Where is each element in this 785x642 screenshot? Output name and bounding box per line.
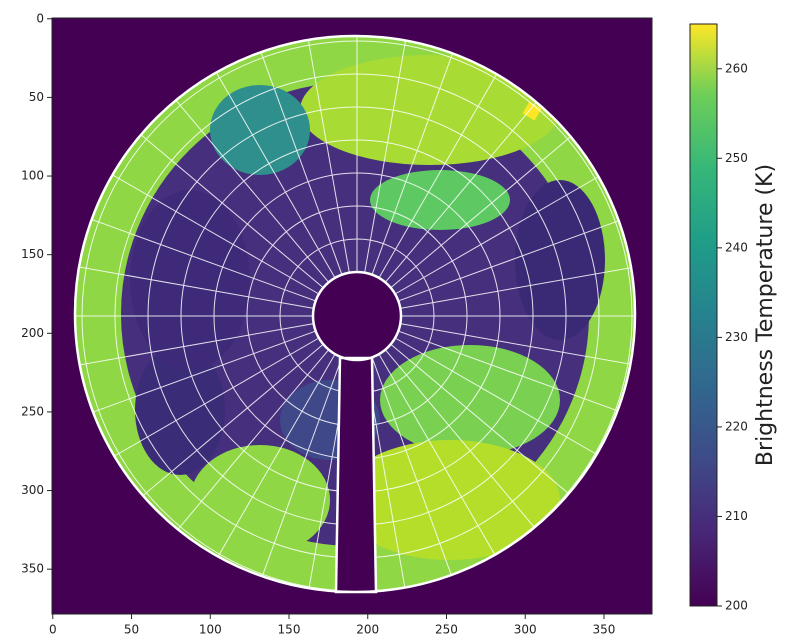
image (52, 16, 657, 616)
x-tick-label: 50 (124, 623, 139, 637)
y-tick-label: 300 (21, 483, 44, 497)
colorbar (690, 24, 717, 606)
colorbar-label: Brightness Temperature (K) (753, 164, 778, 466)
y-tick-label: 0 (36, 11, 44, 25)
y-tick-label: 150 (21, 247, 44, 261)
colorbar-tick-label: 240 (725, 240, 748, 254)
x-tick-label: 200 (356, 623, 379, 637)
x-tick-label: 250 (435, 623, 458, 637)
colorbar-tick-label: 230 (725, 330, 748, 344)
x-tick-label: 0 (49, 623, 57, 637)
y-tick-label: 200 (21, 326, 44, 340)
colorbar-tick-label: 210 (725, 509, 748, 523)
colorbar-tick-label: 250 (725, 151, 748, 165)
chart: Brightness Temperature (K) 0 50 100 150 200 2… (0, 0, 785, 638)
x-tick-label: 350 (593, 623, 616, 637)
y-tick-label: 250 (21, 404, 44, 418)
y-tick-label: 350 (21, 562, 44, 576)
colorbar-tick-label: 260 (725, 61, 748, 75)
colorbar-tick-label: 200 (725, 599, 748, 613)
y-tick-label: 100 (21, 169, 44, 183)
x-tick-label: 150 (278, 623, 301, 637)
x-tick-label: 300 (514, 623, 537, 637)
colorbar-tick-label: 220 (725, 419, 748, 433)
y-tick-label: 50 (29, 90, 44, 104)
x-tick-label: 100 (199, 623, 222, 637)
